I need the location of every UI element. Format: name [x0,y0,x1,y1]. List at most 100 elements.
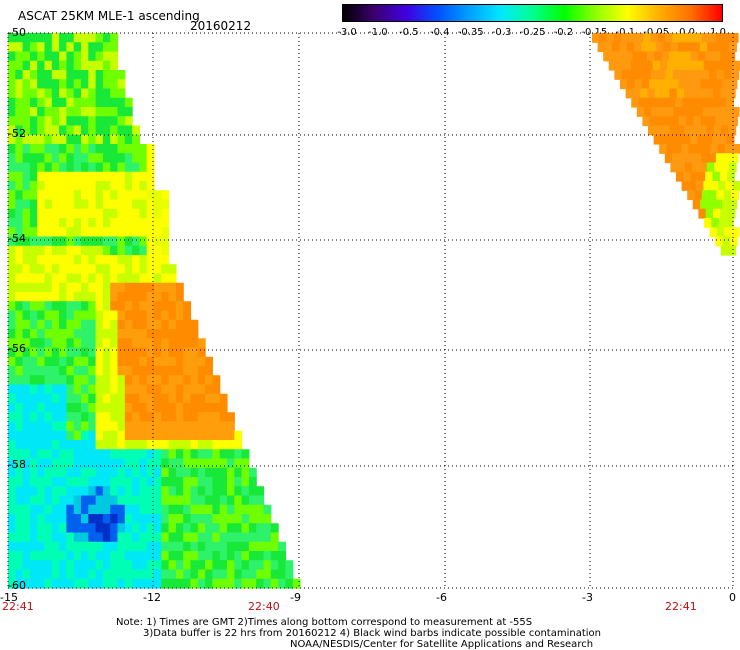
swath-cell [175,458,184,469]
swath-cell [706,125,715,136]
swath-cell [37,42,46,53]
swath-cell [73,144,82,154]
swath-cell [102,88,111,99]
swath-cell [37,412,46,423]
swath-cell [190,319,199,330]
swath-cell [8,171,16,182]
swath-cell [117,264,126,275]
swath-cell [197,338,206,349]
swath-cell [696,97,705,108]
swath-cell [73,181,82,191]
lon-label-3: -3 [582,591,593,604]
swath-cell [95,190,104,201]
swath-cell [183,356,192,367]
swath-cell [175,440,184,450]
swath-cell [37,310,46,321]
swath-cell [95,569,104,580]
swath-cell [597,42,606,53]
swath-cell [37,449,46,460]
swath-cell [66,199,75,210]
colorbar-tick-label: 1.0 [710,27,726,38]
swath-cell [102,560,111,571]
swath-cell [59,33,67,43]
swath-cell [110,70,119,80]
swath-cell [15,412,24,423]
swath-cell [73,33,82,43]
swath-cell [66,190,75,201]
swath-cell [88,421,97,432]
swath-cell [66,440,75,450]
swath-cell [685,162,693,173]
swath-cell [102,125,111,136]
swath-cell [81,541,89,552]
swath-cell [662,125,671,136]
swath-cell [37,264,46,275]
swath-cell [102,319,111,330]
swath-cell [124,116,133,127]
swath-cell [51,134,60,145]
swath-cell [132,430,140,441]
swath-cell [672,70,681,80]
swath-cell [197,514,206,524]
swath-cell [88,569,97,580]
swath-cell [59,227,67,238]
swath-cell [110,107,119,117]
swath-cell [146,532,155,543]
swath-cell [117,116,126,127]
swath-cell [183,495,192,506]
swath-cell [650,33,659,43]
swath-cell [88,245,97,256]
swath-cell [732,144,740,154]
swath-cell [132,449,140,460]
swath-cell [161,578,170,589]
time-label-left: 22:41 [2,600,34,613]
swath-cell [37,227,46,238]
swath-cell [102,504,111,515]
swath-cell [640,88,649,99]
swath-cell [59,171,67,182]
swath-cell [44,569,53,580]
swath-cell [95,412,104,423]
swath-cell [619,42,628,53]
swath-cell [8,440,16,450]
swath-cell [190,560,199,571]
swath-cell [227,551,235,561]
swath-cell [684,125,693,136]
swath-cell [22,107,31,117]
swath-cell [73,412,82,423]
swath-cell [8,467,16,478]
swath-cell [139,162,148,173]
swath-cell [51,486,60,497]
swath-cell [110,42,119,53]
swath-cell [691,88,700,99]
swath-cell [37,467,46,478]
swath-cell [81,412,89,423]
swath-cell [117,551,126,561]
swath-cell [8,292,16,302]
swath-cell [44,125,53,136]
swath-cell [241,578,250,589]
swath-cell [29,227,38,238]
swath-cell [154,440,162,450]
swath-cell [124,356,133,367]
swath-cell [37,486,46,497]
swath-cell [44,523,53,534]
swath-cell [132,329,140,339]
swath-cell [706,162,715,173]
swath-cell [219,569,228,580]
swath-cell [66,458,75,469]
swath-cell [51,79,60,90]
swath-cell [729,236,738,247]
swath-cell [124,255,133,265]
swath-cell [161,190,170,201]
swath-cell [154,514,162,524]
swath-cell [183,541,192,552]
swath-cell [146,171,155,182]
swath-cell [29,338,38,349]
swath-cell [22,134,31,145]
swath-cell [139,430,148,441]
swath-cell [241,449,250,460]
swath-cell [51,541,60,552]
swath-cell [88,171,97,182]
swath-cell [66,227,75,238]
